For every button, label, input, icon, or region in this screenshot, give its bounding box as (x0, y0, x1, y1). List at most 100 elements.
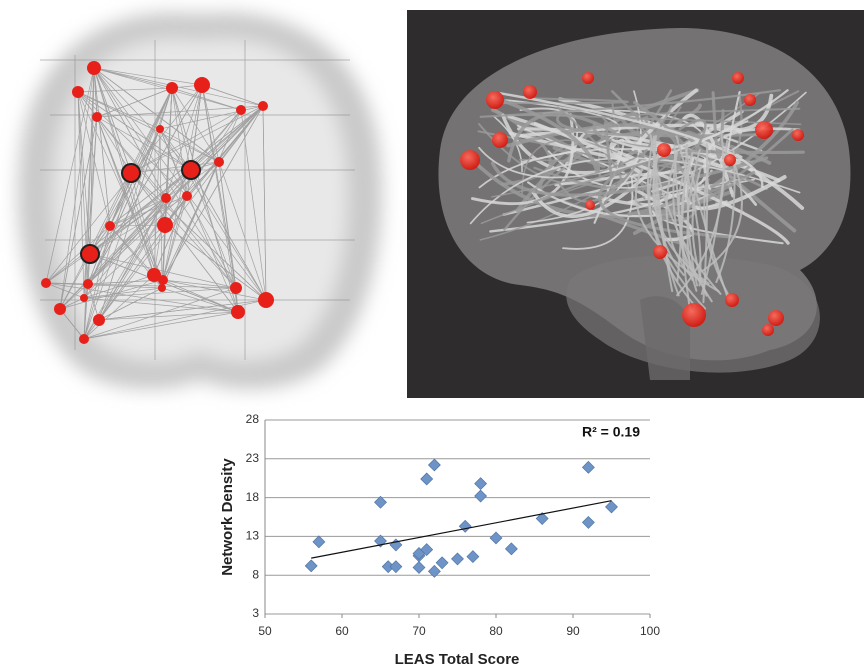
node (682, 303, 706, 327)
point (451, 552, 464, 566)
edge (130, 172, 237, 289)
point (389, 560, 403, 574)
y-tick-label: 23 (246, 451, 260, 465)
x-tick-label: 80 (489, 624, 503, 638)
tract (593, 138, 625, 224)
edge (45, 67, 95, 284)
node (72, 86, 84, 98)
edge (130, 105, 264, 174)
tract (653, 137, 680, 297)
edge (83, 67, 95, 340)
edge (89, 105, 264, 255)
tract (605, 123, 613, 179)
point (581, 460, 595, 474)
tract (611, 89, 789, 150)
node (258, 101, 268, 111)
edge (201, 84, 264, 107)
edge (165, 87, 173, 199)
edge (89, 172, 132, 255)
edge (159, 128, 267, 301)
edge (98, 311, 239, 321)
edge (130, 109, 242, 174)
tract (630, 186, 694, 242)
edge (87, 105, 264, 285)
edge (153, 195, 188, 276)
edge (93, 67, 267, 301)
edge (83, 287, 237, 340)
node (166, 82, 178, 94)
network-nodes (41, 61, 274, 344)
edge (93, 67, 192, 171)
edge (218, 161, 267, 301)
tract (631, 88, 699, 152)
point (435, 556, 449, 570)
edge (159, 128, 188, 197)
node (194, 77, 210, 93)
edge (162, 195, 188, 281)
edge (165, 161, 220, 199)
point (535, 512, 549, 525)
edge (201, 84, 220, 163)
point (489, 531, 503, 545)
node (93, 314, 105, 326)
edge (164, 105, 264, 226)
edge (96, 116, 167, 199)
edge (89, 67, 95, 255)
node (83, 279, 93, 289)
edge (45, 282, 239, 313)
node (161, 193, 171, 203)
node (744, 94, 756, 106)
edge (83, 274, 155, 299)
edge (190, 84, 203, 171)
tract (686, 160, 699, 287)
tract (489, 169, 713, 233)
node (79, 334, 89, 344)
edge (93, 67, 167, 199)
edge (162, 197, 167, 281)
edge (87, 283, 100, 321)
node (258, 292, 274, 308)
tract (701, 157, 743, 272)
edge (162, 279, 237, 289)
r-squared-annotation: R² = 0.19 (582, 424, 640, 440)
point (504, 542, 518, 556)
edge (89, 253, 237, 289)
edge (218, 161, 237, 289)
edge (59, 283, 89, 310)
node (792, 129, 804, 141)
node (653, 245, 667, 259)
node (582, 72, 594, 84)
edge (83, 287, 237, 299)
point (474, 489, 488, 503)
node (236, 105, 246, 115)
node (486, 91, 504, 109)
x-tick-label: 70 (412, 624, 426, 638)
node (755, 121, 773, 139)
node (156, 125, 164, 133)
y-tick-label: 3 (252, 606, 259, 620)
edge (45, 282, 237, 289)
tract (695, 93, 774, 133)
edge (159, 128, 163, 289)
edge (83, 116, 98, 299)
edge (162, 105, 264, 281)
tract (562, 176, 634, 250)
edge (153, 197, 167, 276)
node (147, 268, 161, 282)
point (427, 564, 441, 578)
node (214, 157, 224, 167)
edge (96, 87, 173, 118)
node (657, 143, 671, 157)
edge (162, 161, 220, 281)
node (762, 324, 774, 336)
node (181, 160, 201, 180)
edge (59, 308, 85, 340)
edge (59, 87, 173, 310)
node (724, 154, 736, 166)
node (231, 305, 245, 319)
edge (96, 116, 132, 174)
edge (45, 169, 192, 284)
node (492, 132, 508, 148)
edge (171, 87, 220, 163)
node (157, 217, 173, 233)
